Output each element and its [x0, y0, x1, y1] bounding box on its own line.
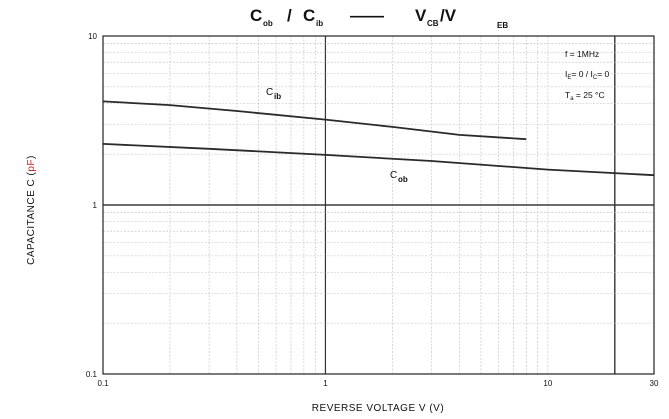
y-axis-label-end: ) — [26, 155, 37, 159]
cond-ic-main: = 0 / I — [571, 69, 593, 79]
condition-bias: IE= 0 / IC= 0 — [565, 69, 610, 81]
title-slash: / — [287, 6, 292, 25]
cond-ie-sub: E — [567, 75, 571, 81]
x-tick-label: 10 — [543, 379, 552, 388]
x-tick-label: 0.1 — [97, 379, 109, 388]
cond-ic-sub: C — [593, 75, 598, 81]
title-v-sep: /V — [440, 6, 457, 25]
grid — [102, 35, 655, 375]
cond-t-rest: = 25 °C — [574, 90, 605, 100]
condition-temperature: Ta = 25 °C — [565, 90, 605, 102]
cib-label-sub: ib — [274, 92, 281, 101]
x-tick-label: 1 — [323, 379, 328, 388]
test-conditions: f = 1MHz IE= 0 / IC= 0 Ta = 25 °C — [565, 49, 610, 102]
curve-label-cib: C ib — [266, 87, 281, 101]
curve-cob — [102, 143, 655, 177]
cond-ie-main: I — [565, 69, 567, 79]
cond-ic-end: = 0 — [597, 69, 609, 79]
y-axis-label: CAPACITANCE C (pF) — [26, 155, 37, 265]
y-tick-label: 1 — [93, 201, 98, 210]
y-tick-label: 10 — [88, 32, 97, 41]
x-tick-label: 30 — [650, 379, 659, 388]
y-tick-label: 0.1 — [86, 370, 98, 379]
curve-cib — [102, 100, 527, 141]
title-cib-sub: ib — [316, 19, 323, 28]
cob-label-sub: ob — [398, 175, 408, 184]
chart-title: C ob / C ib —— V CB /V EB — [250, 6, 508, 30]
cond-t-sub: a — [570, 96, 574, 102]
curve-label-cob: C ob — [390, 170, 408, 184]
title-cob-sub: ob — [263, 19, 273, 28]
title-veb-sub: EB — [497, 21, 508, 30]
title-v-main: V — [415, 6, 427, 25]
tick-labels: 0.1 1 10 30 0.1 1 10 — [86, 32, 659, 388]
x-axis-label: REVERSE VOLTAGE V (V) — [312, 403, 444, 414]
y-axis-label-main: CAPACITANCE C ( — [26, 171, 37, 264]
curves — [102, 100, 655, 177]
cob-label-main: C — [390, 170, 397, 181]
condition-frequency: f = 1MHz — [565, 49, 599, 59]
cond-t-main: T — [565, 90, 570, 100]
title-dash: —— — [350, 6, 384, 25]
y-axis-label-unit: pF — [26, 159, 37, 172]
svg-text:CAPACITANCE C (pF): CAPACITANCE C (pF) — [26, 155, 37, 265]
cib-label-main: C — [266, 87, 273, 98]
title-vcb-sub: CB — [427, 19, 439, 28]
plot-frame — [102, 35, 655, 375]
title-cob-main: C — [250, 6, 262, 25]
title-cib-main: C — [303, 6, 315, 25]
